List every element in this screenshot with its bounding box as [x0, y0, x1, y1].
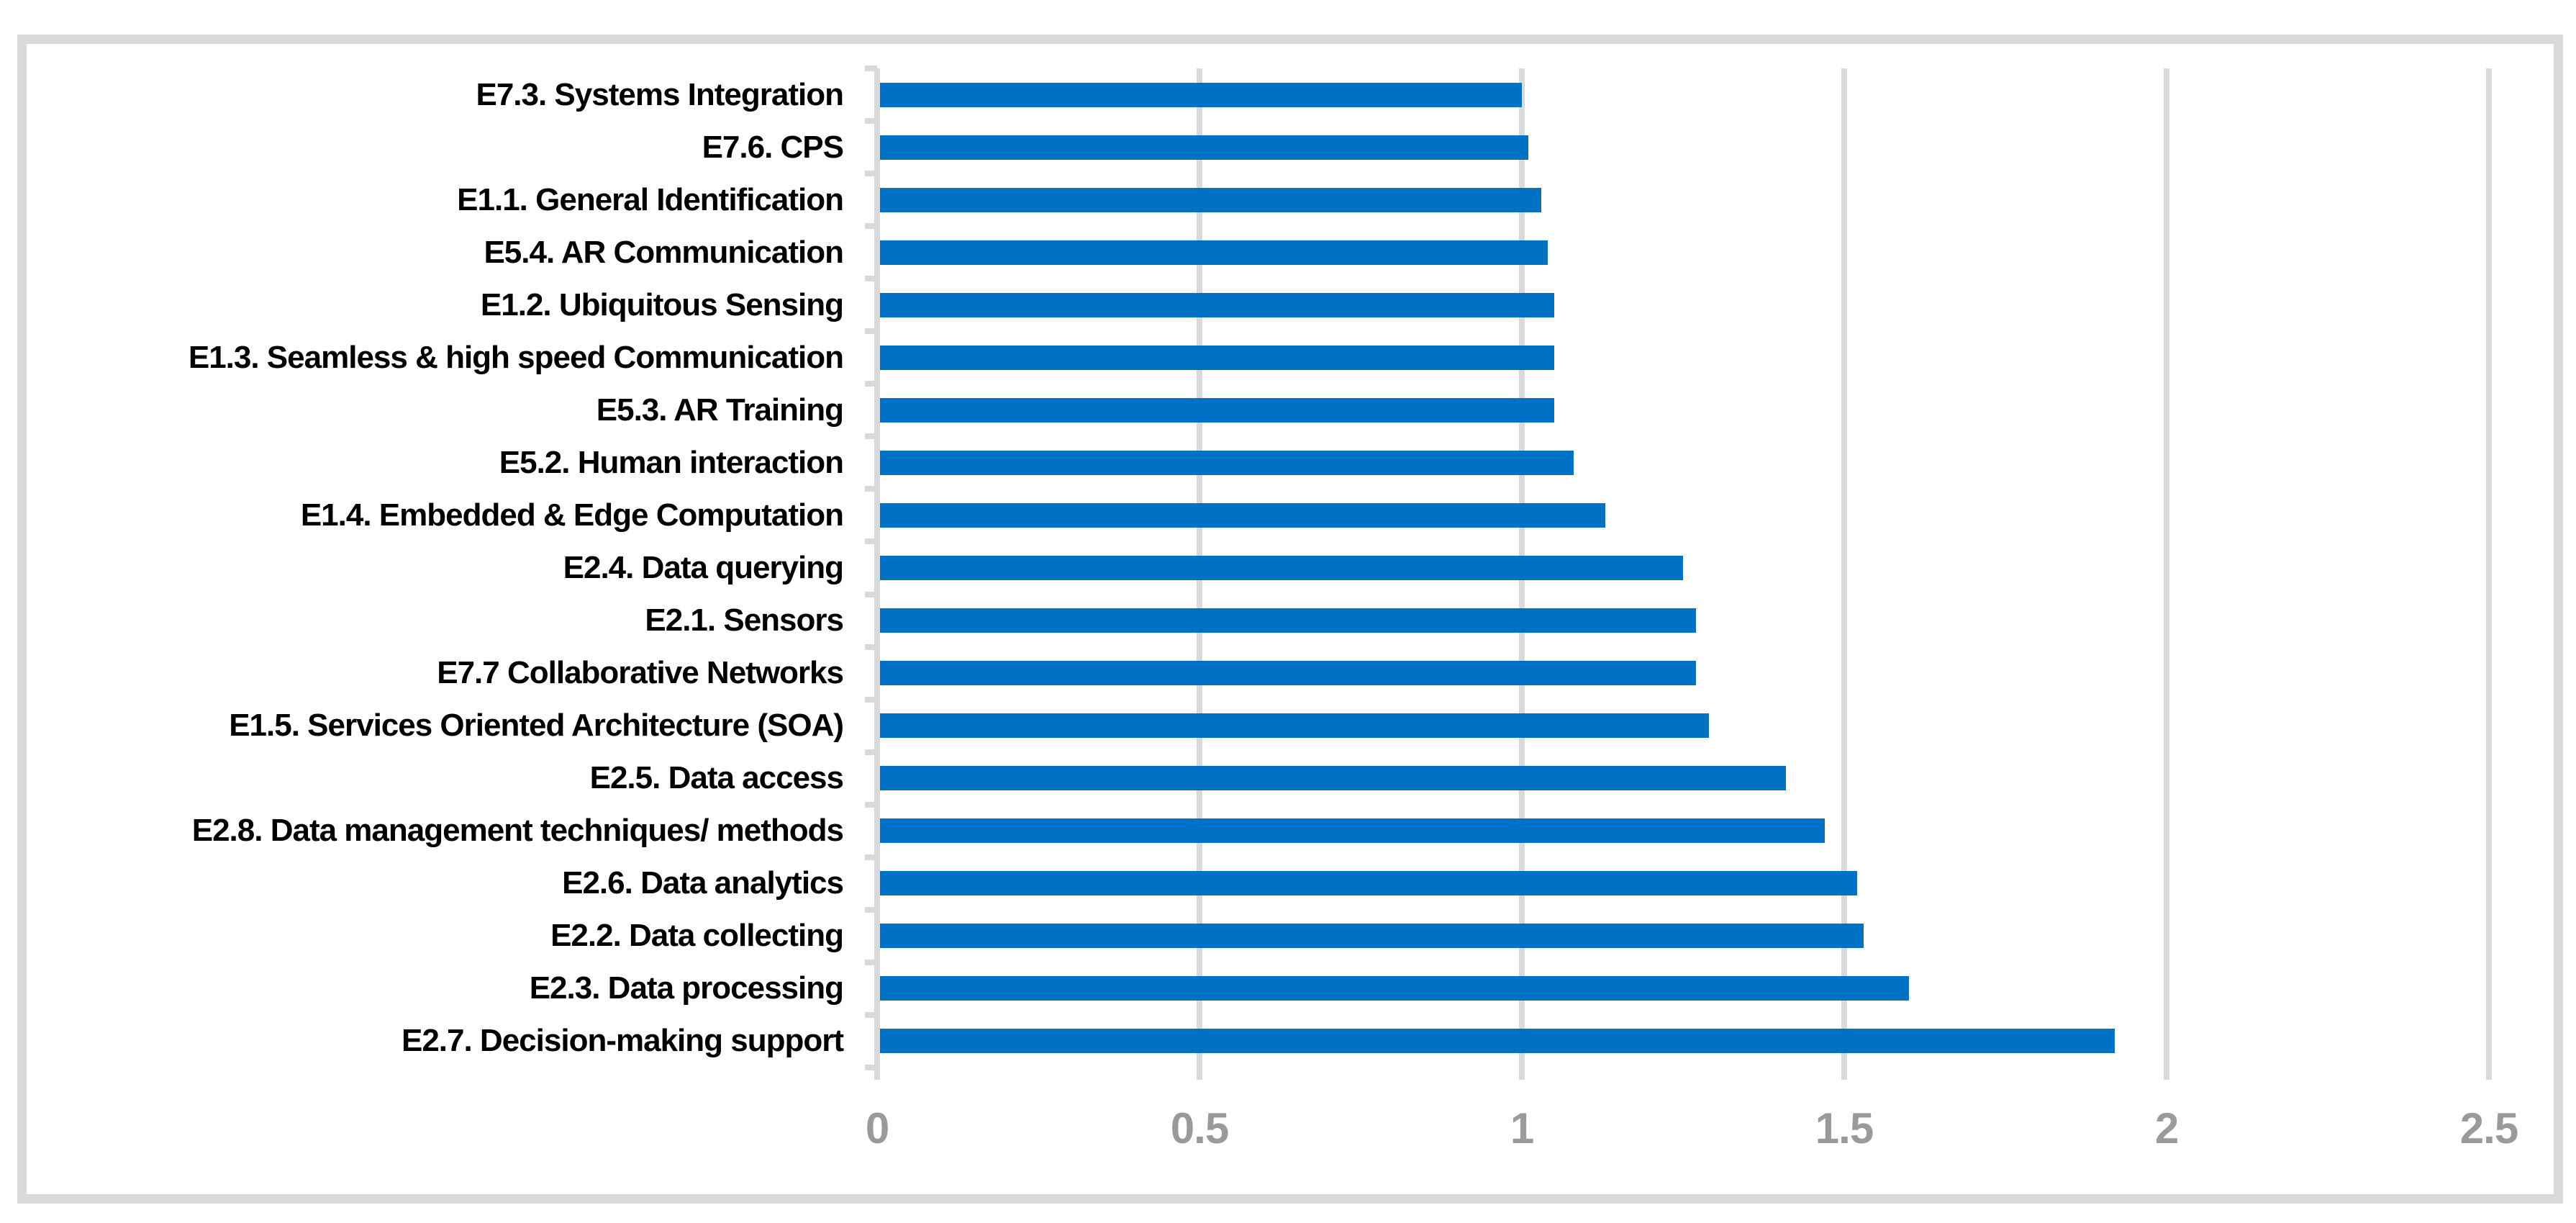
bar [880, 1029, 2115, 1054]
category-axis-tick-mark [865, 118, 877, 125]
axis-tick-mark [874, 1068, 880, 1080]
x-axis-tick-label: 0.5 [1170, 1104, 1229, 1152]
category-label: E5.4. AR Communication [484, 234, 844, 270]
category-label: E1.4. Embedded & Edge Computation [300, 497, 844, 533]
chart-frame [17, 35, 2563, 1204]
bar [880, 135, 1528, 160]
category-label: E1.1. General Identification [457, 181, 844, 217]
category-label: E5.3. AR Training [596, 392, 844, 428]
category-label: E2.1. Sensors [645, 603, 844, 638]
category-axis-tick-mark [865, 381, 877, 387]
category-label: E1.5. Services Oriented Architecture (SO… [229, 708, 844, 744]
category-label: E2.3. Data processing [529, 970, 844, 1006]
axis-tick-mark [1841, 1068, 1847, 1080]
category-label: E1.3. Seamless & high speed Communicatio… [188, 339, 844, 375]
bar [880, 871, 1857, 896]
category-axis-tick-mark [865, 959, 877, 965]
bar [880, 187, 1541, 212]
bar [880, 924, 1864, 949]
category-axis-tick-mark [865, 644, 877, 650]
x-axis-tick-label: 2 [2154, 1104, 2179, 1152]
bar [880, 661, 1696, 686]
x-axis-tick-label: 1 [1510, 1104, 1534, 1152]
bar [880, 345, 1554, 370]
category-axis-tick-mark [865, 591, 877, 597]
category-axis-tick-mark [865, 223, 877, 230]
x-axis-tick-label: 0 [865, 1104, 889, 1152]
bar [880, 502, 1605, 528]
axis-tick-mark [2164, 1068, 2169, 1080]
category-axis-tick-mark [865, 801, 877, 808]
category-axis-tick-mark [865, 854, 877, 860]
axis-tick-mark [1197, 1068, 1202, 1080]
gridline [2164, 68, 2169, 1068]
gridline [1841, 68, 1847, 1068]
x-axis-tick-label: 2.5 [2459, 1104, 2518, 1152]
category-label: E1.2. Ubiquitous Sensing [480, 286, 844, 322]
category-label: E2.4. Data querying [563, 550, 844, 585]
x-axis-tick-label: 1.5 [1815, 1104, 1874, 1152]
bar [880, 556, 1683, 580]
gridline [2486, 68, 2492, 1068]
category-label: E2.7. Decision-making support [401, 1023, 844, 1059]
category-label: E7.3. Systems Integration [476, 76, 844, 112]
category-axis-tick-mark [865, 433, 877, 440]
bar [880, 818, 1825, 844]
bar [880, 240, 1548, 265]
category-axis-tick-mark [865, 749, 877, 755]
category-label: E2.6. Data analytics [562, 865, 844, 901]
category-axis-tick-mark [865, 171, 877, 177]
category-label: E5.2. Human interaction [499, 444, 844, 480]
bar [880, 713, 1709, 739]
axis-tick-mark [1519, 1068, 1525, 1080]
value-axis-line [874, 68, 880, 1068]
bar [880, 976, 1909, 1001]
category-axis-tick-mark [865, 328, 877, 335]
category-axis-tick-mark [865, 538, 877, 545]
category-axis-tick-mark [865, 486, 877, 492]
category-label: E2.5. Data access [589, 760, 844, 796]
category-axis-tick-mark [865, 66, 877, 71]
category-axis-tick-mark [865, 276, 877, 282]
category-axis-tick-mark [865, 696, 877, 703]
bar [880, 608, 1696, 633]
bar [880, 450, 1574, 475]
bar [880, 766, 1786, 791]
category-label: E7.6. CPS [702, 129, 844, 165]
bar [880, 397, 1554, 423]
category-label: E7.7 Collaborative Networks [437, 655, 844, 691]
bar [880, 292, 1554, 317]
category-axis-tick-mark [865, 1011, 877, 1018]
category-axis-tick-mark [865, 1065, 877, 1070]
category-label: E2.8. Data management techniques/ method… [191, 813, 844, 849]
category-label: E2.2. Data collecting [550, 918, 844, 954]
axis-tick-mark [2486, 1068, 2492, 1080]
category-axis-tick-mark [865, 906, 877, 913]
bar [880, 82, 1522, 107]
